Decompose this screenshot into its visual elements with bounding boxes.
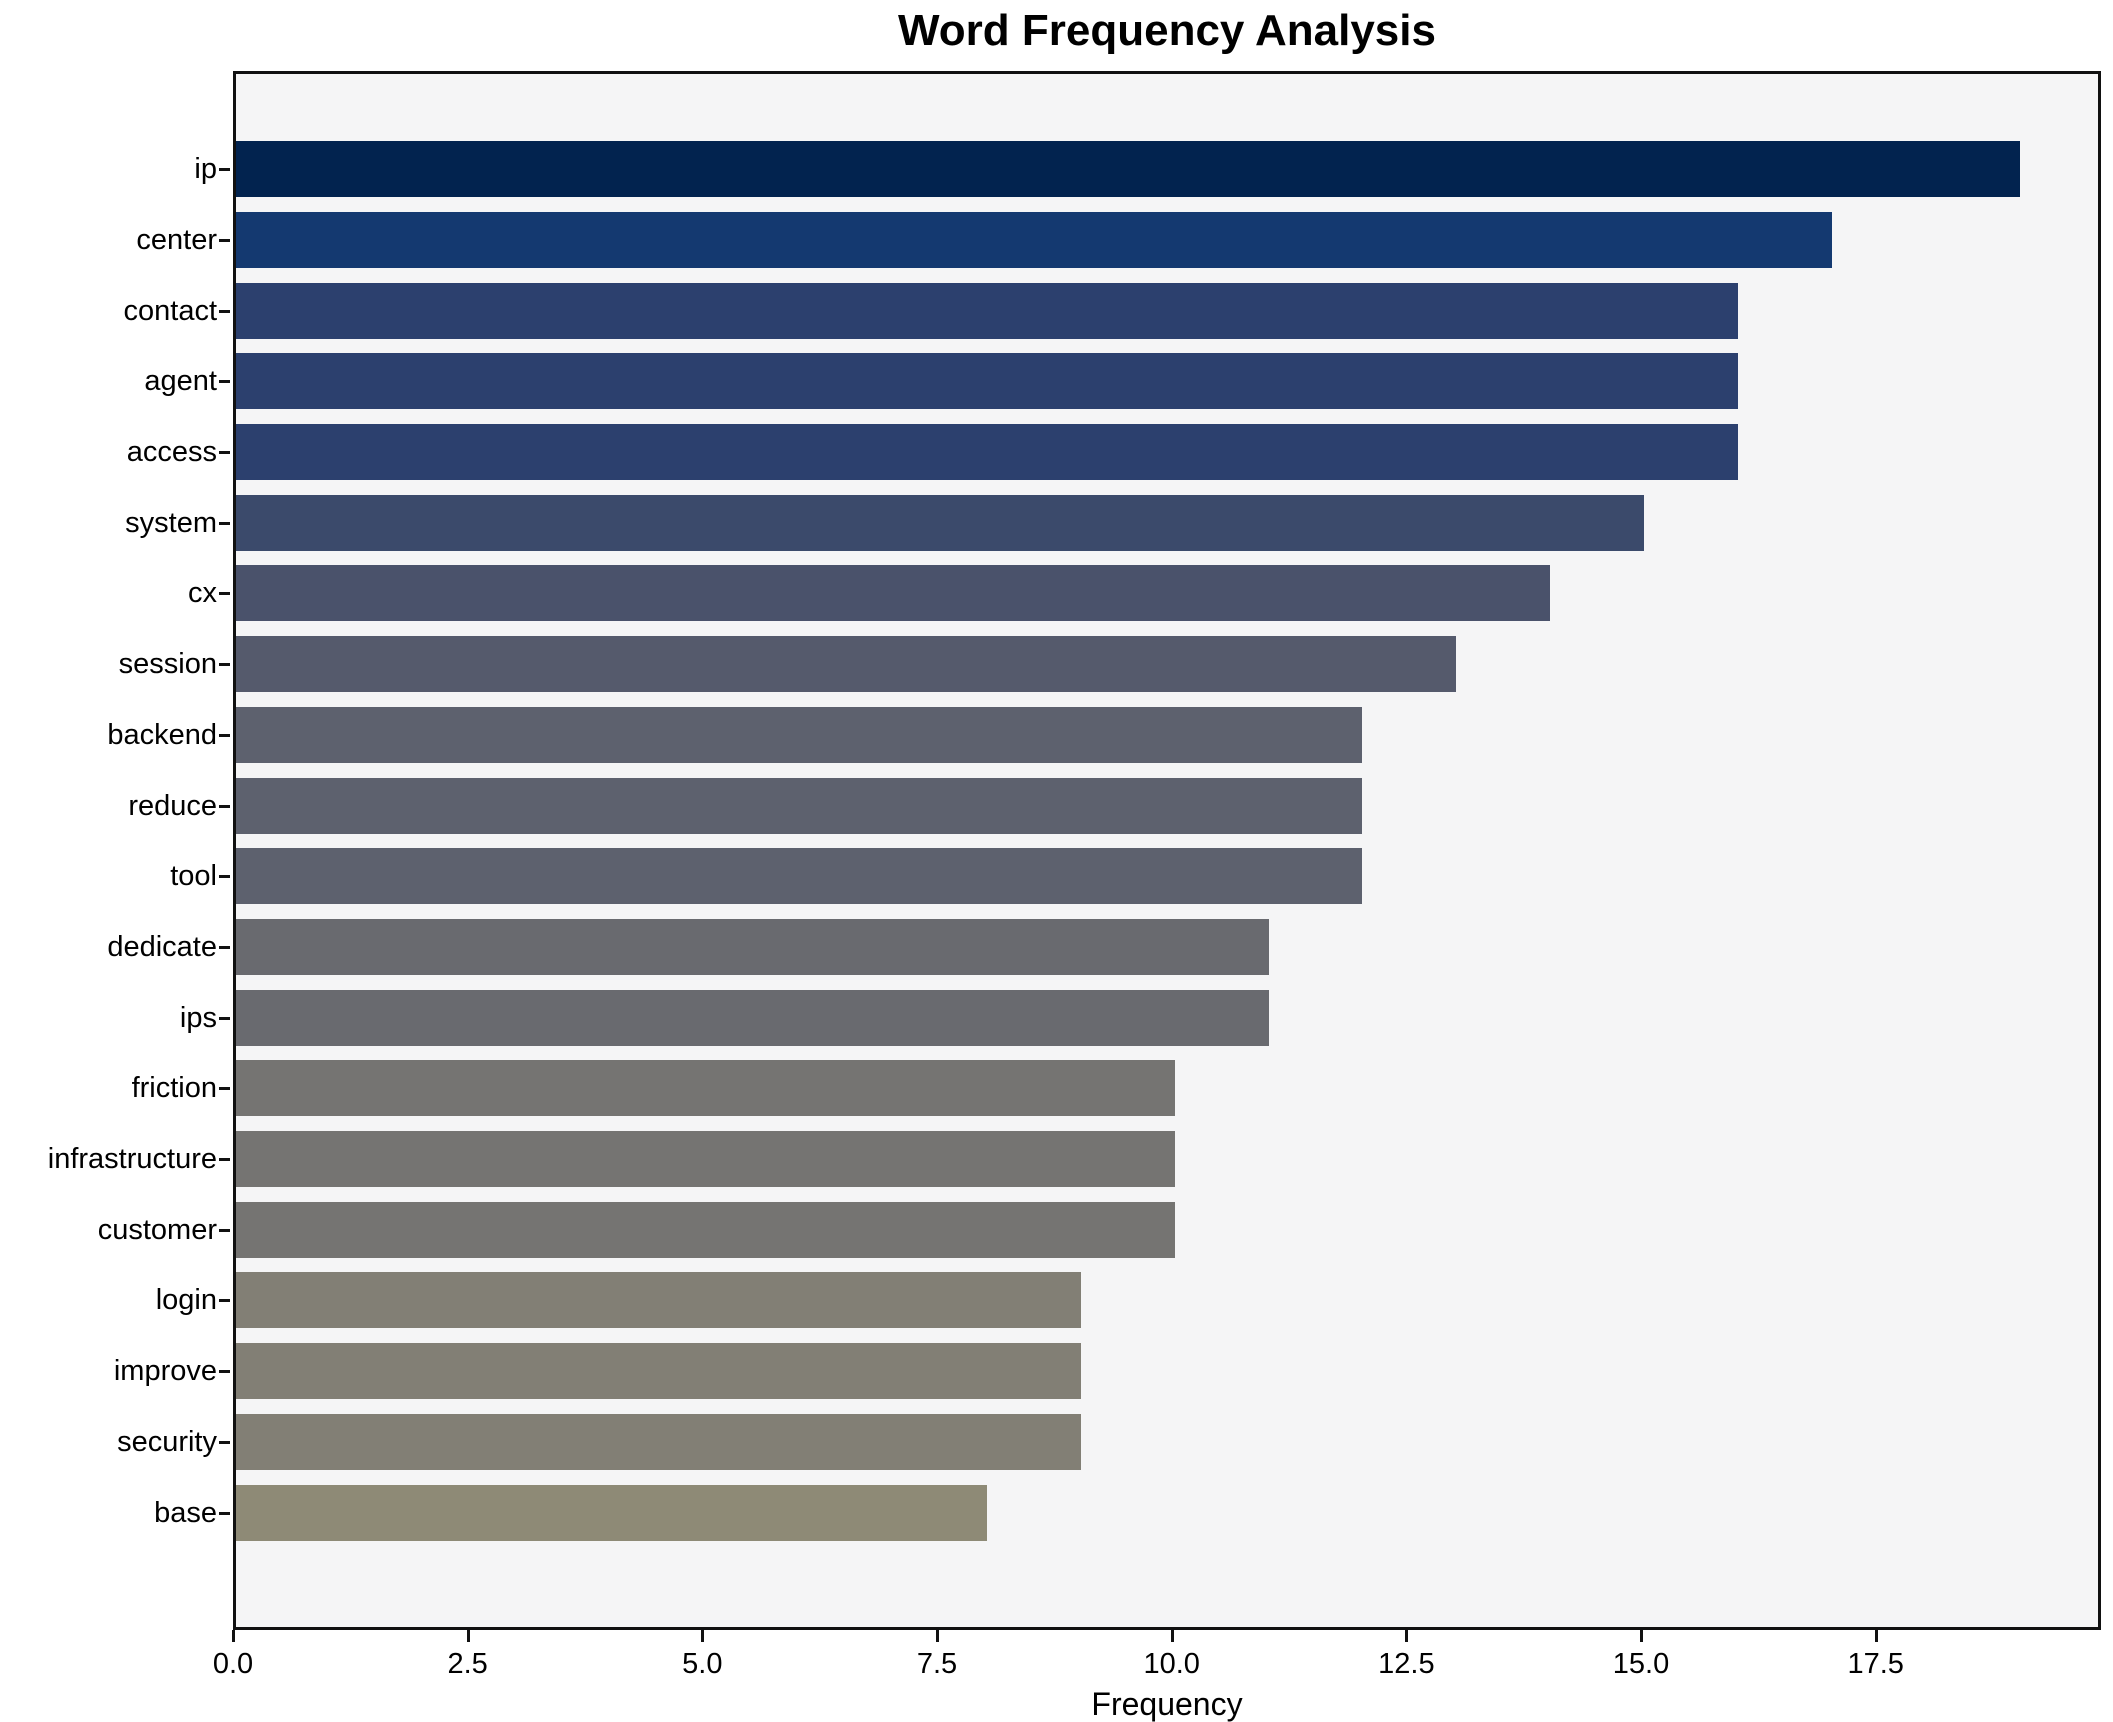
- bar-center: [236, 211, 1832, 268]
- x-tick-label-10.0: 10.0: [1143, 1648, 1200, 1680]
- bar-login: [236, 1272, 1081, 1329]
- y-tick-mark: [219, 380, 230, 384]
- y-tick-label-base: base: [154, 1496, 217, 1529]
- bar-backend: [236, 706, 1362, 763]
- bar-session: [236, 636, 1456, 693]
- bar-infrastructure: [236, 1131, 1175, 1188]
- y-tick-mark: [219, 1511, 230, 1515]
- bar-improve: [236, 1343, 1081, 1400]
- x-tick-label-17.5: 17.5: [1847, 1648, 1904, 1680]
- y-tick-mark: [219, 1087, 230, 1091]
- x-tick-mark: [1170, 1630, 1174, 1642]
- y-tick-label-customer: customer: [97, 1213, 217, 1246]
- y-tick-mark: [219, 451, 230, 455]
- y-tick-label-infrastructure: infrastructure: [47, 1143, 217, 1176]
- bar-agent: [236, 353, 1738, 410]
- y-tick-mark: [219, 238, 230, 242]
- bar-ips: [236, 989, 1269, 1046]
- x-tick-label-2.5: 2.5: [447, 1648, 488, 1680]
- y-tick-mark: [219, 1158, 230, 1162]
- x-axis-title: Frequency: [1091, 1686, 1243, 1722]
- bar-base: [236, 1484, 987, 1541]
- y-tick-mark: [219, 592, 230, 596]
- x-tick-mark: [701, 1630, 705, 1642]
- y-tick-label-cx: cx: [188, 577, 217, 610]
- bar-contact: [236, 282, 1738, 339]
- y-tick-label-agent: agent: [144, 365, 217, 398]
- y-tick-mark: [219, 309, 230, 313]
- y-tick-label-ips: ips: [179, 1001, 217, 1034]
- y-tick-label-improve: improve: [113, 1355, 217, 1388]
- plot-area: [233, 71, 2101, 1630]
- y-tick-label-system: system: [125, 506, 217, 539]
- y-tick-label-security: security: [117, 1425, 217, 1458]
- y-tick-label-contact: contact: [123, 294, 218, 327]
- y-tick-mark: [219, 1016, 230, 1020]
- y-tick-label-friction: friction: [131, 1072, 217, 1105]
- bar-system: [236, 494, 1644, 551]
- y-tick-mark: [219, 168, 230, 172]
- bar-dedicate: [236, 918, 1269, 975]
- y-tick-mark: [219, 1370, 230, 1374]
- bar-reduce: [236, 777, 1362, 834]
- bar-ip: [236, 141, 2020, 198]
- x-tick-mark: [466, 1630, 470, 1642]
- y-tick-mark: [219, 1440, 230, 1444]
- x-tick-mark: [1640, 1630, 1644, 1642]
- y-tick-mark: [219, 1228, 230, 1232]
- bar-cx: [236, 565, 1550, 622]
- y-tick-mark: [219, 804, 230, 808]
- bar-friction: [236, 1060, 1175, 1117]
- x-tick-mark: [1405, 1630, 1409, 1642]
- y-tick-mark: [219, 1299, 230, 1303]
- x-tick-label-7.5: 7.5: [916, 1648, 958, 1680]
- y-tick-label-login: login: [155, 1284, 217, 1317]
- y-tick-mark: [219, 733, 230, 737]
- bar-security: [236, 1413, 1081, 1470]
- y-tick-label-center: center: [136, 223, 217, 256]
- x-tick-label-15.0: 15.0: [1612, 1648, 1670, 1680]
- y-tick-mark: [219, 521, 230, 525]
- chart-title: Word Frequency Analysis: [898, 6, 1436, 55]
- y-tick-label-dedicate: dedicate: [107, 930, 217, 963]
- y-tick-label-reduce: reduce: [128, 789, 217, 822]
- bar-access: [236, 424, 1738, 481]
- y-tick-label-backend: backend: [107, 718, 217, 751]
- bar-customer: [236, 1201, 1175, 1258]
- x-tick-mark: [936, 1630, 940, 1642]
- x-tick-label-0.0: 0.0: [212, 1648, 254, 1680]
- x-tick-mark: [1874, 1630, 1878, 1642]
- x-tick-label-5.0: 5.0: [682, 1648, 723, 1680]
- y-tick-label-tool: tool: [170, 860, 217, 893]
- y-tick-mark: [219, 945, 230, 949]
- bar-tool: [236, 848, 1362, 905]
- y-tick-label-ip: ip: [194, 153, 217, 186]
- y-tick-mark: [219, 875, 230, 879]
- y-tick-label-session: session: [118, 648, 217, 681]
- x-tick-mark: [232, 1630, 235, 1642]
- x-tick-label-12.5: 12.5: [1378, 1648, 1435, 1680]
- y-tick-mark: [219, 663, 230, 667]
- y-tick-label-access: access: [126, 436, 217, 469]
